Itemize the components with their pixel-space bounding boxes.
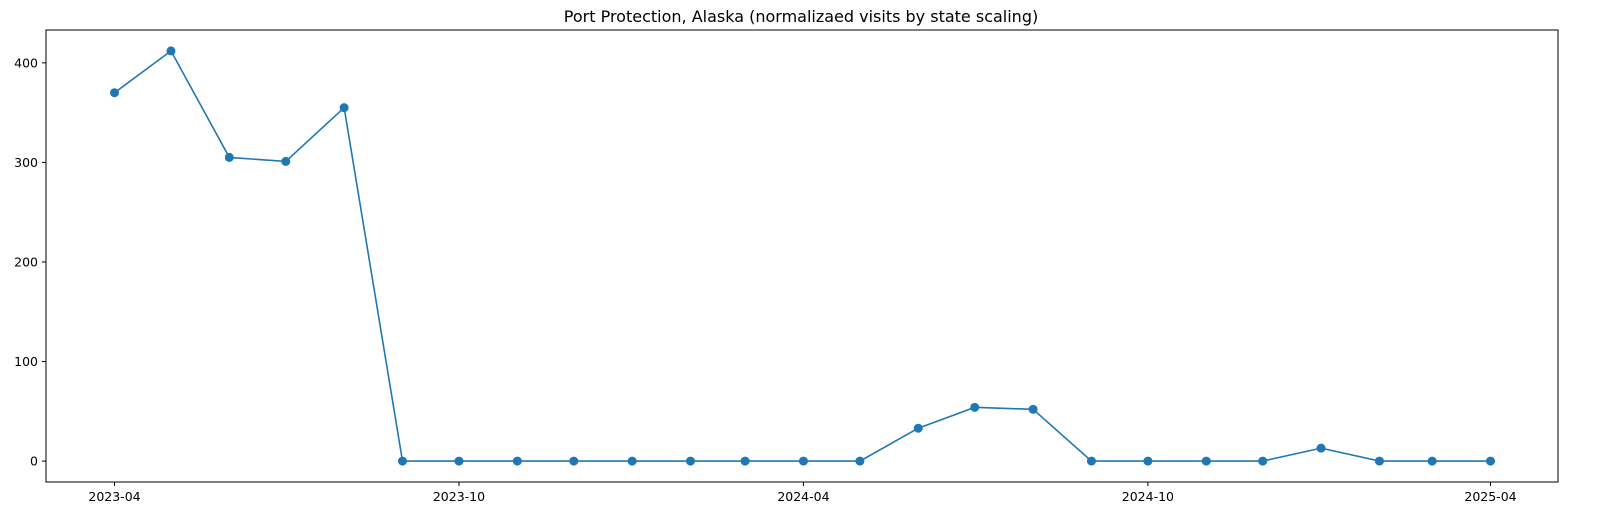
data-point [1143, 456, 1153, 466]
plot-area: 0 100 200 300 400 2023-04 2023-10 2024-04 2024-1… [14, 29, 1559, 504]
y-tick-label: 400 [14, 55, 38, 70]
data-point [627, 456, 637, 466]
data-point [454, 456, 464, 466]
y-tick-label: 200 [14, 254, 38, 269]
x-tick-label: 2023-04 [88, 489, 140, 504]
data-point [798, 456, 808, 466]
data-point [339, 103, 349, 113]
x-tick-label: 2023-10 [433, 489, 485, 504]
data-point [1486, 456, 1495, 466]
x-tick-label: 2024-10 [1122, 489, 1174, 504]
x-tick-label: 2025-04 [1464, 489, 1516, 504]
data-point [1201, 456, 1211, 466]
data-point [913, 423, 923, 433]
data-point [970, 402, 980, 412]
data-point [1427, 456, 1437, 466]
data-point [1374, 456, 1384, 466]
y-tick-label: 0 [30, 454, 38, 469]
chart-title: Port Protection, Alaska (normalizaed vis… [564, 7, 1038, 26]
data-point [1258, 456, 1268, 466]
y-tick-label: 100 [14, 354, 38, 369]
data-point [110, 88, 119, 98]
data-point [224, 152, 234, 162]
data-point [1086, 456, 1096, 466]
y-tick-label: 300 [14, 155, 38, 170]
data-point [166, 46, 176, 56]
data-point [281, 156, 291, 166]
x-tick-label: 2024-04 [777, 489, 829, 504]
data-point [1028, 404, 1038, 414]
data-point [740, 456, 750, 466]
data-point [398, 456, 407, 466]
series-line [114, 49, 1491, 462]
data-point [855, 456, 865, 466]
axes-frame [45, 29, 1559, 483]
data-point [512, 456, 522, 466]
data-point [1316, 443, 1326, 453]
data-point [686, 456, 695, 466]
data-point [569, 456, 579, 466]
